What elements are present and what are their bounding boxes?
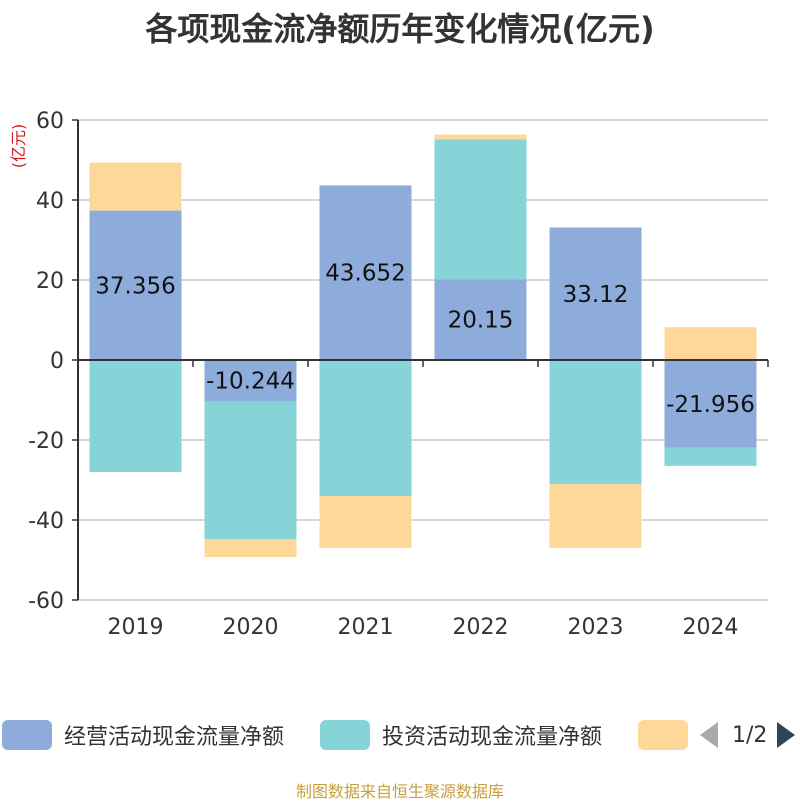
y-tick-label: -40	[28, 509, 64, 534]
x-tick-label: 2022	[453, 615, 509, 640]
legend: 经营活动现金流量净额 投资活动现金流量净额 1/2	[0, 714, 800, 754]
bars	[89, 134, 757, 557]
legend-swatch-financing	[638, 720, 688, 750]
axes: 60 40 20 0 -20 -40 -60 2019 2020 2021 2022 2023 2024	[28, 109, 769, 640]
bar-investing-2022[interactable]	[434, 139, 527, 280]
bar-financing-2021[interactable]	[319, 496, 412, 548]
legend-pager: 1/2	[700, 720, 796, 750]
y-tick-label: 0	[50, 349, 64, 374]
chart-title: 各项现金流净额历年变化情况(亿元)	[145, 10, 655, 48]
x-tick-label: 2024	[683, 615, 739, 640]
bar-investing-2023[interactable]	[549, 360, 642, 484]
legend-swatch-investing	[320, 720, 370, 750]
bar-operating-2024[interactable]	[664, 360, 757, 448]
bar-financing-2024[interactable]	[664, 327, 757, 360]
y-tick-label: 60	[36, 109, 64, 134]
legend-label-investing: 投资活动现金流量净额	[382, 725, 603, 750]
bar-operating-2020[interactable]	[204, 360, 297, 401]
bar-investing-2024[interactable]	[664, 447, 757, 466]
triangle-right-icon[interactable]	[777, 722, 796, 748]
x-tick-label: 2019	[108, 615, 164, 640]
x-tick-label: 2023	[568, 615, 624, 640]
bar-operating-2021[interactable]	[319, 185, 412, 360]
legend-page-indicator: 1/2	[732, 722, 768, 748]
x-tick-label: 2020	[223, 615, 279, 640]
source-note: 制图数据来自恒生聚源数据库	[295, 782, 504, 801]
y-tick-label: -20	[28, 429, 64, 454]
stacked-bar-chart: 60 40 20 0 -20 -40 -60 2019 2020 2021 2022 2023 2024…	[9, 109, 769, 640]
bar-financing-2023[interactable]	[549, 484, 642, 548]
bar-investing-2020[interactable]	[204, 400, 297, 539]
legend-item-investing[interactable]: 投资活动现金流量净额	[320, 720, 602, 750]
data-label-operating-2024: -21.956	[666, 392, 755, 418]
triangle-left-icon[interactable]	[700, 722, 718, 748]
bar-financing-2020[interactable]	[204, 538, 297, 557]
data-label-operating-2020: -10.244	[206, 368, 295, 394]
y-tick-label: -60	[28, 589, 64, 614]
data-label-operating-2021: 43.652	[325, 261, 405, 287]
legend-item-financing[interactable]	[638, 720, 700, 750]
data-labels: 37.356 -10.244 43.652 20.15 33.12 -21.956	[95, 261, 755, 418]
data-label-operating-2019: 37.356	[95, 273, 175, 299]
grid-lines	[78, 119, 768, 601]
bar-financing-2019[interactable]	[89, 162, 182, 211]
y-axis-unit-label: (亿元)	[9, 124, 28, 169]
y-tick-label: 40	[36, 189, 64, 214]
data-label-operating-2023: 33.12	[563, 282, 629, 308]
bar-operating-2023[interactable]	[549, 227, 642, 360]
x-tick-label: 2021	[338, 615, 394, 640]
bar-investing-2021[interactable]	[319, 360, 412, 496]
bar-financing-2022[interactable]	[434, 134, 527, 140]
y-tick-label: 20	[36, 269, 64, 294]
data-label-operating-2022: 20.15	[448, 308, 514, 334]
legend-label-operating: 经营活动现金流量净额	[64, 725, 285, 750]
bar-operating-2022[interactable]	[434, 279, 527, 360]
bar-investing-2019[interactable]	[89, 360, 182, 472]
legend-swatch-operating	[2, 720, 52, 750]
bar-operating-2019[interactable]	[89, 210, 182, 360]
legend-item-operating[interactable]: 经营活动现金流量净额	[2, 720, 284, 750]
